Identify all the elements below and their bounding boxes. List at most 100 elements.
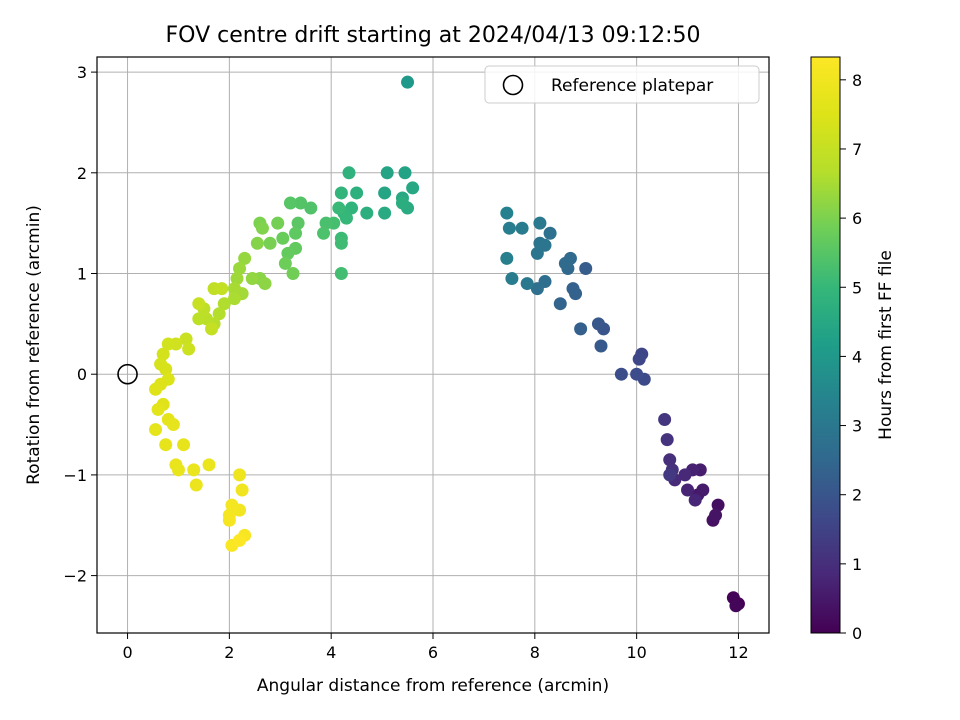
legend-box bbox=[484, 65, 760, 104]
data-point bbox=[569, 287, 583, 301]
x-tick-label: 4 bbox=[326, 643, 336, 662]
data-point bbox=[255, 221, 269, 235]
data-point bbox=[334, 267, 348, 281]
data-point bbox=[151, 402, 165, 416]
data-point bbox=[171, 463, 185, 477]
data-point bbox=[380, 166, 394, 180]
data-point bbox=[553, 297, 567, 311]
data-point bbox=[205, 322, 219, 336]
colorbar-label: Hours from first FF file bbox=[876, 250, 896, 440]
data-point bbox=[334, 236, 348, 250]
data-point bbox=[319, 216, 333, 230]
data-point bbox=[530, 282, 544, 296]
data-point bbox=[663, 468, 677, 482]
data-point bbox=[217, 297, 231, 311]
data-point bbox=[406, 181, 420, 195]
data-point bbox=[192, 312, 206, 326]
chart-title: FOV centre drift starting at 2024/04/13 … bbox=[166, 23, 701, 48]
data-point bbox=[630, 367, 644, 381]
data-point bbox=[658, 413, 672, 427]
data-point bbox=[159, 362, 173, 376]
data-point bbox=[235, 483, 249, 497]
data-point bbox=[177, 438, 191, 452]
data-point bbox=[227, 282, 241, 296]
data-point bbox=[342, 166, 356, 180]
data-point bbox=[286, 267, 300, 281]
data-point bbox=[233, 533, 247, 547]
colorbar: 0 1 2 3 4 5 6 7 8 Hours from first FF file bbox=[810, 56, 896, 643]
data-point bbox=[678, 468, 692, 482]
colorbar-tick-label: 7 bbox=[852, 140, 862, 159]
data-point bbox=[283, 196, 297, 210]
colorbar-gradient bbox=[811, 57, 840, 633]
data-point bbox=[632, 352, 646, 366]
x-axis-label: Angular distance from reference (arcmin) bbox=[257, 676, 609, 696]
data-point bbox=[500, 206, 514, 220]
legend: Reference platepar bbox=[484, 65, 760, 104]
data-point bbox=[294, 196, 308, 210]
data-point bbox=[258, 277, 272, 291]
data-point bbox=[663, 453, 677, 467]
data-point bbox=[530, 246, 544, 260]
colorbar-tick-label: 1 bbox=[852, 555, 862, 574]
data-point bbox=[182, 342, 196, 356]
data-point bbox=[222, 513, 236, 527]
data-point bbox=[360, 206, 374, 220]
data-point bbox=[515, 221, 529, 235]
y-axis-label: Rotation from reference (arcmin) bbox=[24, 205, 44, 485]
data-point bbox=[187, 463, 201, 477]
x-tick-label: 8 bbox=[530, 643, 540, 662]
data-point bbox=[263, 236, 277, 250]
data-point bbox=[398, 166, 412, 180]
data-point bbox=[291, 216, 305, 230]
data-point bbox=[696, 483, 710, 497]
data-point bbox=[574, 322, 588, 336]
data-point bbox=[558, 256, 572, 270]
data-point bbox=[225, 498, 239, 512]
data-point bbox=[233, 468, 247, 482]
colorbar-tick-label: 6 bbox=[852, 209, 862, 228]
data-point bbox=[729, 599, 743, 613]
y-tick-label: 3 bbox=[77, 63, 87, 82]
colorbar-tick-label: 2 bbox=[852, 486, 862, 505]
colorbar-tick-label: 4 bbox=[852, 347, 862, 366]
legend-label: Reference platepar bbox=[551, 76, 713, 96]
data-point bbox=[505, 272, 519, 286]
y-tick-label: 2 bbox=[77, 164, 87, 183]
y-tick-label: 1 bbox=[77, 265, 87, 284]
colorbar-tick-label: 8 bbox=[852, 71, 862, 90]
data-point bbox=[230, 272, 244, 286]
data-point bbox=[711, 498, 725, 512]
colorbar-ticks: 0 1 2 3 4 5 6 7 8 bbox=[840, 71, 862, 643]
x-tick-label: 6 bbox=[428, 643, 438, 662]
data-point bbox=[378, 186, 392, 200]
data-point bbox=[149, 423, 163, 437]
data-point bbox=[189, 478, 203, 492]
data-point bbox=[660, 433, 674, 447]
data-point bbox=[709, 508, 723, 522]
data-point bbox=[245, 272, 259, 286]
data-point bbox=[688, 493, 702, 507]
x-tick-label: 0 bbox=[122, 643, 132, 662]
data-point bbox=[166, 418, 180, 432]
data-point bbox=[579, 261, 593, 275]
data-point bbox=[339, 211, 353, 225]
data-point bbox=[192, 297, 206, 311]
data-point bbox=[212, 307, 226, 321]
data-point bbox=[594, 339, 608, 353]
data-point bbox=[250, 236, 264, 250]
data-point bbox=[238, 251, 252, 265]
reference-marker bbox=[117, 363, 138, 385]
data-point bbox=[591, 317, 605, 331]
data-point bbox=[271, 216, 285, 230]
y-tick-label: −1 bbox=[63, 466, 87, 485]
data-point bbox=[401, 75, 415, 89]
data-point bbox=[215, 282, 229, 296]
x-tick-label: 2 bbox=[224, 643, 234, 662]
data-point bbox=[681, 483, 695, 497]
data-point bbox=[543, 226, 557, 240]
data-point bbox=[533, 216, 547, 230]
data-point bbox=[502, 221, 516, 235]
